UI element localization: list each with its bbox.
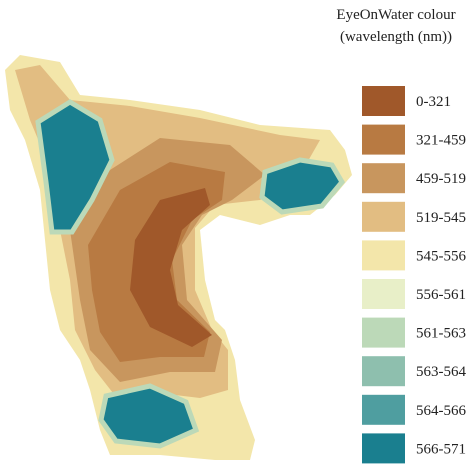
legend-swatch — [362, 356, 405, 387]
legend-swatch — [362, 124, 405, 155]
legend-label: 321-459 — [416, 133, 466, 149]
legend-title: (wavelength (nm)) — [340, 29, 452, 45]
legend-swatch — [362, 163, 405, 194]
legend-swatch — [362, 240, 405, 271]
legend-swatch — [362, 86, 405, 116]
legend-label: 566-571 — [416, 441, 466, 457]
legend-label: 545-556 — [416, 248, 466, 264]
map — [5, 55, 352, 460]
legend-swatch — [362, 433, 405, 464]
water-left — [35, 99, 115, 235]
legend-label: 561-563 — [416, 326, 466, 342]
legend-swatch — [362, 279, 405, 309]
legend-label: 0-321 — [416, 94, 451, 110]
legend-title: EyeOnWater colour — [336, 7, 455, 23]
legend-label: 556-561 — [416, 287, 466, 303]
legend-label: 564-566 — [416, 403, 466, 419]
water-bottom — [98, 383, 200, 449]
zone-0-321 — [130, 188, 212, 347]
legend-label: 459-519 — [416, 171, 466, 187]
legend-label: 519-545 — [416, 210, 466, 226]
legend-swatch — [362, 394, 405, 425]
legend-swatch — [362, 201, 405, 232]
legend: EyeOnWater colour (wavelength (nm)) 0-321 3… — [336, 7, 466, 464]
water-right — [259, 157, 346, 215]
legend-label: 563-564 — [416, 364, 466, 380]
legend-swatch — [362, 317, 405, 348]
